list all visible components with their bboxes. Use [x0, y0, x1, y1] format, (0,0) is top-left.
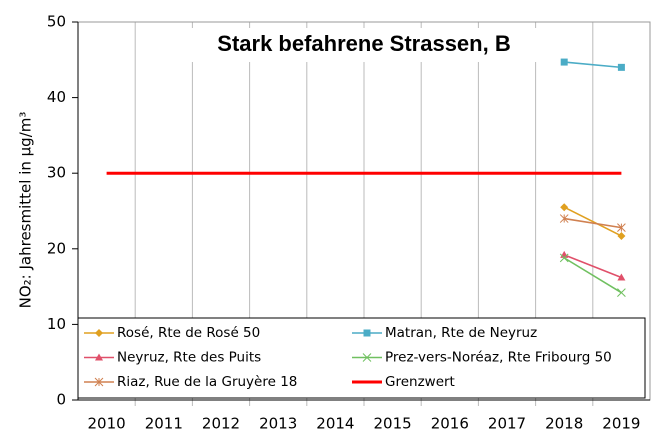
y-tick-label: 10 [47, 315, 66, 333]
marker [560, 250, 569, 258]
series-line [563, 257, 622, 294]
series-line [563, 206, 622, 237]
marker [559, 214, 569, 223]
marker [617, 273, 626, 281]
marker [95, 353, 103, 361]
legend-label: Grenzwert [385, 374, 455, 390]
marker [617, 63, 625, 71]
x-tick-label: 2017 [488, 415, 526, 433]
x-tick-label: 2010 [88, 415, 126, 433]
title-box [178, 28, 550, 62]
legend-label: Neyruz, Rte des Puits [117, 350, 261, 366]
marker [559, 253, 569, 263]
legend-label: Matran, Rte de Neyruz [385, 325, 537, 341]
y-axis-label: NO₂: Jahresmittel in µg/m³ [17, 112, 35, 309]
legend: Rosé, Rte de Rosé 50 Matran, Rte de Neyru… [77, 317, 646, 399]
marker [362, 353, 372, 362]
y-tick-label: 30 [47, 164, 66, 182]
x-tick-label: 2016 [431, 415, 469, 433]
marker [95, 329, 103, 337]
x-tick-label: 2014 [316, 415, 354, 433]
legend-label: Riaz, Rue de la Gruyère 18 [117, 374, 297, 390]
legend-label: Prez-vers-Noréaz, Rte Fribourg 50 [385, 350, 612, 366]
series-line [564, 217, 622, 229]
x-tick-label: 2019 [602, 415, 640, 433]
x-tick-label: 2011 [145, 415, 183, 433]
marker [560, 58, 568, 66]
x-tick-label: 2012 [202, 415, 240, 433]
series-line [563, 254, 622, 279]
marker [94, 377, 104, 387]
y-tick-label: 0 [56, 391, 66, 409]
marker [560, 203, 569, 212]
marker [617, 231, 626, 240]
marker [617, 223, 626, 232]
chart-title: Stark befahrene Strassen, B [217, 31, 510, 56]
x-tick-label: 2018 [545, 415, 583, 433]
y-tick-label: 20 [47, 239, 66, 257]
series-line [564, 61, 622, 69]
x-tick-label: 2013 [259, 415, 297, 433]
y-tick-label: 50 [47, 13, 66, 31]
marker [617, 288, 626, 298]
x-tick-label: 2015 [374, 415, 412, 433]
legend-label: Rosé, Rte de Rosé 50 [117, 325, 260, 341]
marker [363, 329, 371, 337]
y-tick-label: 40 [47, 88, 66, 106]
